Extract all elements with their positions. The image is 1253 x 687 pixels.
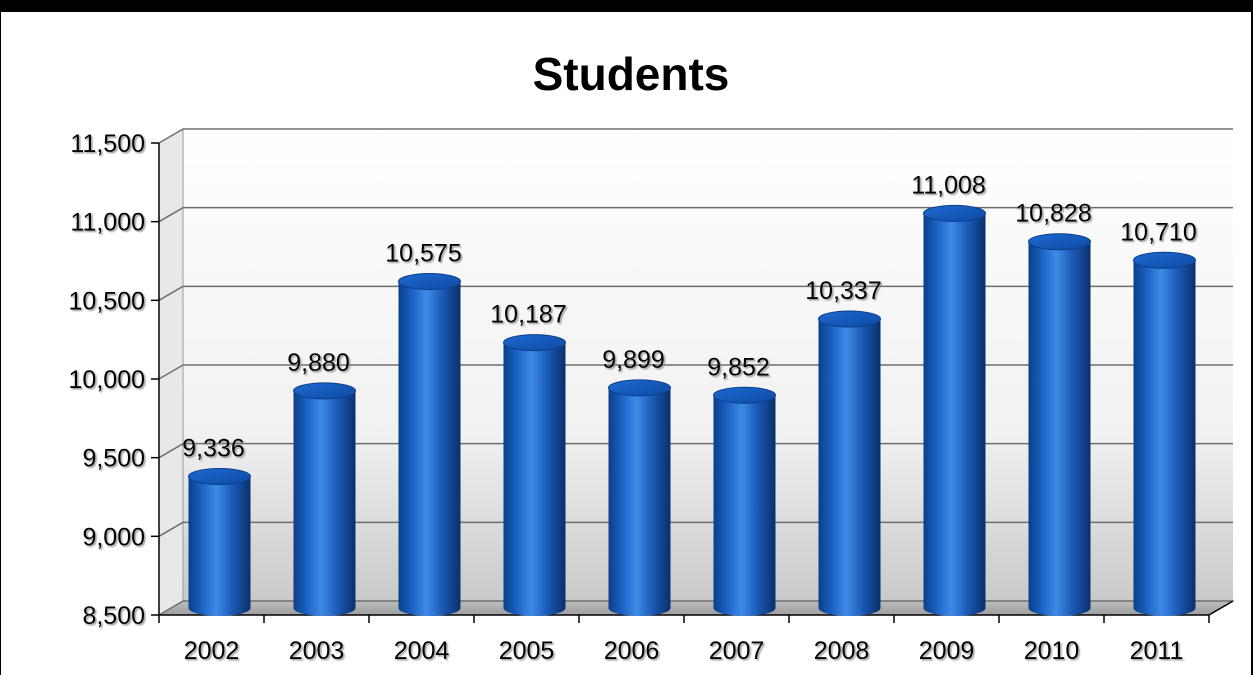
y-tick-label: 9,000 [82,523,145,551]
data-label: 11,008 [911,171,986,199]
bar-2005 [503,334,566,616]
x-tick-label: 2009 [919,637,975,665]
bar-2008 [818,310,881,616]
data-label: 10,575 [385,240,461,268]
x-tick-label: 2002 [184,637,240,665]
bar-2002 [188,467,251,616]
y-tick-label: 11,000 [70,209,145,237]
bar-cap [293,382,356,400]
gridline-depth [158,207,184,223]
gridline-depth [158,600,184,616]
x-tick-label: 2005 [499,637,555,665]
data-label: 9,899 [602,346,665,374]
gridline-depth [158,521,184,537]
bar-body [608,387,671,616]
x-axis-tick-labels: 2002 2003 2004 2005 2006 2007 2008 2009 2010 2011 [184,637,1184,665]
bar-cap [713,386,776,404]
data-label: 9,336 [182,434,245,462]
y-tick-label: 9,500 [82,445,145,473]
bar-body [293,390,356,616]
bar-2011 [1133,251,1196,616]
x-tick-label: 2007 [709,637,765,665]
bar-body [503,342,566,616]
bar-2007 [713,386,776,616]
bar-body [713,395,776,616]
data-label: 10,710 [1120,218,1196,246]
bar-body [1133,260,1196,616]
bar-cap [1133,251,1196,269]
x-axis-depth-line [1208,600,1234,616]
y-tick-label: 11,500 [70,130,145,158]
bar-cap [1028,233,1091,251]
bar-cap [398,273,461,291]
chart-title: Students [533,48,730,100]
bar-cap [608,379,671,397]
y-tick-label: 10,000 [69,366,145,394]
bar-body [923,213,986,616]
bar-body [188,476,251,616]
x-tick-label: 2003 [289,637,345,665]
bar-2003 [293,382,356,616]
x-tick-label: 2008 [814,637,870,665]
data-label: 10,187 [490,301,566,329]
gridline-depth [158,364,184,380]
data-labels: 9,336 9,880 10,575 10,187 9,899 9,852 10,337 11… [182,171,1197,462]
bar-body [1028,241,1091,616]
x-tick-label: 2010 [1024,637,1080,665]
bar-cap [503,334,566,352]
bar-cap [923,204,986,222]
bar-2009 [923,204,986,616]
bar-body [398,281,461,616]
data-label: 10,337 [805,277,881,305]
bar-cap [188,467,251,485]
data-label: 9,852 [707,353,770,381]
x-tick-label: 2011 [1130,637,1184,665]
y-tick-label: 10,500 [69,287,145,315]
bar-2006 [608,379,671,616]
bar-body [818,318,881,616]
x-tick-label: 2004 [394,637,450,665]
gridline-depth [158,128,184,144]
x-tick-label: 2006 [604,637,660,665]
data-label: 9,880 [287,349,350,377]
y-tick-label: 8,500 [82,602,145,630]
y-axis-tick-labels: 8,500 9,000 9,500 10,000 10,500 11,000 11,500 [69,130,145,630]
bar-2010 [1028,233,1091,616]
bars [188,204,1196,616]
gridline-depth [158,285,184,301]
bar-cap [818,310,881,328]
students-bar-chart: Students 8,500 9,000 9,500 10,000 10,500 11,0… [69,48,1235,665]
bar-2004 [398,273,461,616]
data-label: 10,828 [1015,200,1091,228]
gridline-depth [158,443,184,459]
